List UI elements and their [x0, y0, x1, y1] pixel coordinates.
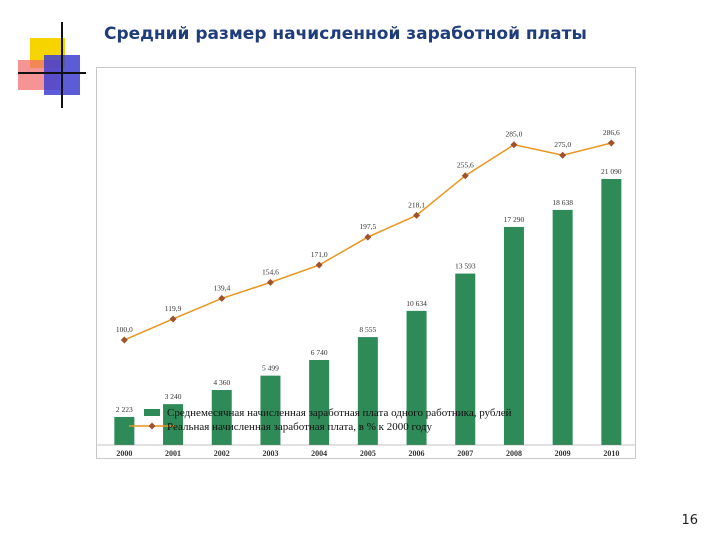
bar-label-2010: 21 090	[601, 167, 622, 176]
legend: Среднемесячная начисленная заработная пл…	[129, 407, 512, 433]
bar-label-2009: 18 638	[552, 198, 573, 207]
bar-2009	[552, 209, 573, 445]
legend-bar-label: Среднемесячная начисленная заработная пл…	[167, 407, 512, 419]
bar-label-2008: 17 290	[504, 215, 525, 224]
bar-2008	[503, 226, 524, 445]
x-tick-2002: 2002	[214, 449, 230, 458]
x-tick-2003: 2003	[262, 449, 278, 458]
line-label-2008: 285,0	[506, 130, 523, 139]
legend-line-marker	[148, 422, 156, 430]
line-series	[124, 142, 612, 341]
line-point-2004	[315, 261, 323, 269]
line-label-2009: 275,0	[554, 140, 571, 149]
bar-label-2005: 8 555	[359, 325, 376, 334]
line-label-2002: 139,4	[213, 283, 230, 292]
bar-label-2004: 6 740	[311, 348, 328, 357]
bar-2000	[114, 416, 135, 445]
x-tick-2008: 2008	[506, 449, 522, 458]
bar-label-2006: 10 634	[406, 299, 427, 308]
page-number: 16	[681, 513, 698, 528]
line-label-2001: 119,9	[165, 304, 182, 313]
line-label-2005: 197,5	[359, 222, 376, 231]
bar-2006	[406, 310, 427, 445]
decorative-logo	[18, 22, 86, 108]
bar-2005	[357, 337, 378, 445]
bar-2002	[211, 390, 232, 445]
bar-2007	[455, 273, 476, 445]
chart-frame: 2 223 3 240 4 360 5 499 6 740 8 555 10 634 13 5…	[96, 67, 636, 459]
x-tick-2001: 2001	[165, 449, 181, 458]
bar-2004	[309, 359, 330, 445]
legend-bar-swatch	[144, 409, 160, 416]
line-label-2000: 100,0	[116, 325, 133, 334]
line-point-2006	[413, 211, 421, 219]
line-point-2000	[120, 336, 128, 344]
x-tick-2005: 2005	[360, 449, 376, 458]
line-point-2008	[510, 141, 518, 149]
x-tick-2006: 2006	[409, 449, 425, 458]
line-point-2001	[169, 315, 177, 323]
line-series-group	[120, 139, 615, 344]
bars-group	[114, 179, 622, 445]
x-tick-2010: 2010	[603, 449, 619, 458]
bar-label-2003: 5 499	[262, 364, 279, 373]
line-point-2009	[559, 151, 567, 159]
line-label-2004: 171,0	[311, 250, 328, 259]
x-tick-2004: 2004	[311, 449, 327, 458]
line-point-2003	[266, 278, 274, 286]
line-point-2005	[364, 233, 372, 241]
line-label-2007: 255,6	[457, 161, 474, 170]
x-tick-2007: 2007	[457, 449, 473, 458]
line-label-2010: 286,6	[603, 128, 620, 137]
line-label-2003: 154,6	[262, 267, 279, 276]
bar-2010	[601, 179, 622, 445]
line-point-2007	[461, 172, 469, 180]
bar-label-2002: 4 360	[213, 378, 230, 387]
chart: 2 223 3 240 4 360 5 499 6 740 8 555 10 634 13 5…	[97, 128, 635, 458]
line-labels-group: 100,0 119,9 139,4 154,6 171,0 197,5 218,1 255,6…	[116, 128, 620, 334]
line-label-2006: 218,1	[408, 200, 425, 209]
line-point-2002	[218, 294, 226, 302]
legend-line-label: Реальная начисленная заработная плата, в…	[167, 421, 432, 433]
line-point-2010	[607, 139, 615, 147]
bar-2003	[260, 375, 281, 445]
x-axis: 2000 2001 2002 2003 2004 2005 2006 2007 2008 2009…	[97, 444, 635, 458]
x-tick-2009: 2009	[555, 449, 571, 458]
bar-label-2001: 3 240	[165, 392, 182, 401]
bar-2001	[163, 404, 184, 445]
bar-label-2000: 2 223	[116, 405, 133, 414]
x-tick-2000: 2000	[116, 449, 132, 458]
bar-label-2007: 13 593	[455, 262, 476, 271]
slide-title: Средний размер начисленной заработной пл…	[104, 24, 587, 44]
bar-labels-group: 2 223 3 240 4 360 5 499 6 740 8 555 10 634 13 5…	[116, 167, 622, 414]
